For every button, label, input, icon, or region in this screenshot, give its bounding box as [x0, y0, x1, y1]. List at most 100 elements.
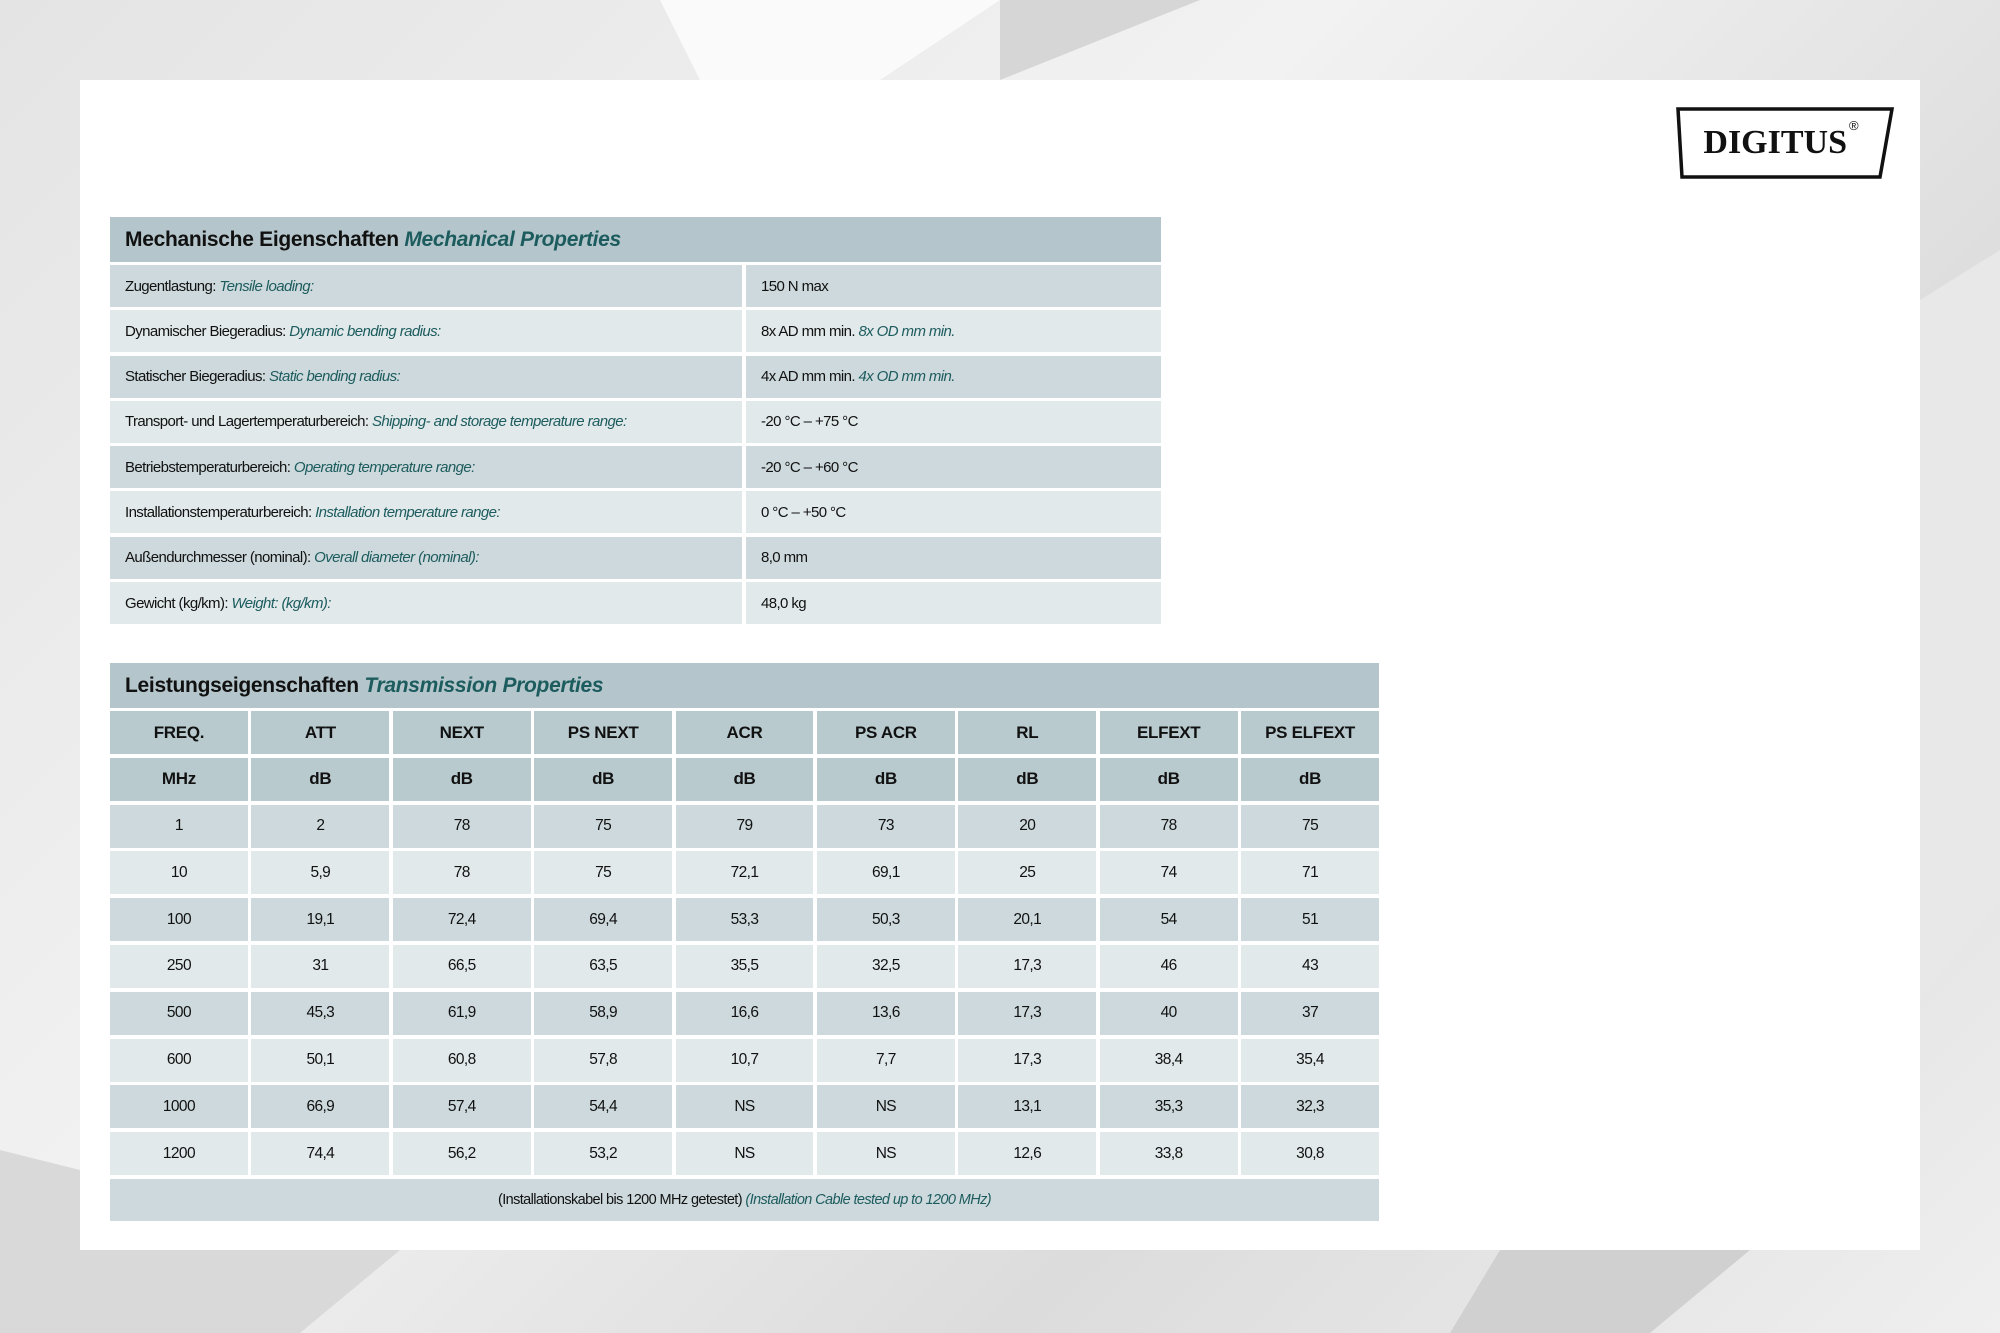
title-de: Leistungseigenschaften — [125, 673, 359, 697]
table-cell: 51 — [1241, 898, 1380, 942]
table-cell: 53,3 — [675, 898, 814, 942]
table-row: 1000 66,9 57,4 54,4 NS NS 13,1 35,3 32,3 — [110, 1085, 1380, 1129]
table-cell: 2 — [251, 804, 390, 848]
table-row: 100 19,1 72,4 69,4 53,3 50,3 20,1 54 51 — [110, 898, 1380, 942]
label-de: Betriebstemperaturbereich: — [125, 458, 291, 476]
table-cell: 38,4 — [1099, 1038, 1238, 1082]
property-label: Dynamischer Biegeradius: Dynamic bending… — [110, 310, 742, 353]
title-en: Transmission Properties — [364, 673, 604, 697]
table-cell: 71 — [1241, 851, 1380, 895]
column-header: ELFEXT — [1099, 711, 1238, 754]
table-cell: NS — [675, 1132, 814, 1176]
property-label: Statischer Biegeradius: Static bending r… — [110, 355, 742, 398]
table-cell: 63,5 — [534, 944, 673, 988]
table-cell: 75 — [1241, 804, 1380, 848]
table-cell: 53,2 — [534, 1132, 673, 1176]
table-row: Betriebstemperaturbereich: Operating tem… — [110, 446, 1161, 489]
column-header: PS ELFEXT — [1241, 711, 1380, 754]
table-cell: 74 — [1099, 851, 1238, 895]
column-header: PS ACR — [816, 711, 955, 754]
value-de: 0 °C – +50 °C — [761, 503, 846, 521]
label-en: Overall diameter (nominal): — [314, 549, 479, 567]
value-en: 4x OD mm min. — [858, 368, 955, 386]
value-de: 8x AD mm min. — [761, 322, 855, 340]
logo-text: DIGITUS — [1703, 124, 1847, 161]
table-cell: 58,9 — [534, 991, 673, 1035]
table-cell: 72,1 — [675, 851, 814, 895]
table-cell: 35,5 — [675, 944, 814, 988]
label-de: Außendurchmesser (nominal): — [125, 549, 311, 567]
unit-cell: dB — [958, 757, 1097, 801]
transmission-properties-table: Leistungseigenschaften Transmission Prop… — [110, 663, 1380, 1221]
table-cell: 66,5 — [392, 944, 531, 988]
table-footnote: (Installationskabel bis 1200 MHz geteste… — [110, 1178, 1379, 1221]
value-en: 8x OD mm min. — [858, 322, 955, 340]
table-cell: 20,1 — [958, 898, 1097, 942]
table-cell: 33,8 — [1099, 1132, 1238, 1176]
table-cell: 61,9 — [392, 991, 531, 1035]
table-row: Außendurchmesser (nominal): Overall diam… — [110, 536, 1161, 579]
value-de: 8,0 mm — [761, 549, 808, 567]
label-en: Operating temperature range: — [293, 458, 475, 476]
table-cell: 13,1 — [958, 1085, 1097, 1129]
property-label: Betriebstemperaturbereich: Operating tem… — [110, 446, 742, 489]
table-cell: 60,8 — [392, 1038, 531, 1082]
table-cell: 13,6 — [816, 991, 955, 1035]
table-row: 250 31 66,5 63,5 35,5 32,5 17,3 46 43 — [110, 944, 1380, 988]
table-cell: 32,3 — [1241, 1085, 1380, 1129]
table-cell: 30,8 — [1241, 1132, 1380, 1176]
table-cell: 73 — [816, 804, 955, 848]
table-cell: 75 — [534, 851, 673, 895]
table-cell: 600 — [110, 1038, 248, 1082]
table-row: Dynamischer Biegeradius: Dynamic bending… — [110, 310, 1161, 353]
table-cell: 74,4 — [251, 1132, 390, 1176]
column-header: FREQ. — [110, 711, 248, 754]
table-cell: 56,2 — [392, 1132, 531, 1176]
table-cell: 12,6 — [958, 1132, 1097, 1176]
registered-mark: ® — [1849, 118, 1859, 133]
table-row: Installationstemperaturbereich: Installa… — [110, 491, 1161, 534]
label-de: Installationstemperaturbereich: — [125, 503, 312, 521]
table-row: 1200 74,4 56,2 53,2 NS NS 12,6 33,8 30,8 — [110, 1132, 1380, 1176]
table-cell: 50,3 — [816, 898, 955, 942]
property-label: Zugentlastung: Tensile loading: — [110, 265, 742, 307]
table-cell: NS — [675, 1085, 814, 1129]
digitus-logo: DIGITUS ® — [1676, 107, 1896, 179]
label-en: Installation temperature range: — [315, 503, 500, 521]
property-label: Außendurchmesser (nominal): Overall diam… — [110, 536, 742, 579]
table-cell: 40 — [1099, 991, 1238, 1035]
label-de: Zugentlastung: — [125, 277, 216, 295]
table-cell: 78 — [392, 851, 531, 895]
label-de: Statischer Biegeradius: — [125, 368, 266, 386]
table-cell: 100 — [110, 898, 248, 942]
label-de: Dynamischer Biegeradius: — [125, 322, 286, 340]
table-cell: 20 — [958, 804, 1097, 848]
table-row: 500 45,3 61,9 58,9 16,6 13,6 17,3 40 37 — [110, 991, 1380, 1035]
table-cell: 19,1 — [251, 898, 390, 942]
table-cell: 32,5 — [816, 944, 955, 988]
property-value: 8x AD mm min. 8x OD mm min. — [746, 310, 1161, 353]
unit-cell: dB — [251, 757, 390, 801]
table-cell: 66,9 — [251, 1085, 390, 1129]
label-en: Tensile loading: — [219, 277, 314, 295]
property-label: Gewicht (kg/km): Weight: (kg/km): — [110, 582, 742, 625]
table-cell: 10 — [110, 851, 248, 895]
table-cell: 69,1 — [816, 851, 955, 895]
table-cell: NS — [816, 1085, 955, 1129]
table-cell: 17,3 — [958, 1038, 1097, 1082]
table-cell: 5,9 — [251, 851, 390, 895]
table-cell: 17,3 — [958, 991, 1097, 1035]
property-value: -20 °C – +60 °C — [746, 446, 1161, 489]
table-cell: 54 — [1099, 898, 1238, 942]
table-cell: 25 — [958, 851, 1097, 895]
table-cell: 72,4 — [392, 898, 531, 942]
unit-cell: dB — [1099, 757, 1238, 801]
table-cell: 57,4 — [392, 1085, 531, 1129]
table-cell: 31 — [251, 944, 390, 988]
table-cell: 54,4 — [534, 1085, 673, 1129]
table-cell: 10,7 — [675, 1038, 814, 1082]
table-cell: 57,8 — [534, 1038, 673, 1082]
column-header: RL — [958, 711, 1097, 754]
table-row: 600 50,1 60,8 57,8 10,7 7,7 17,3 38,4 35,4 — [110, 1038, 1380, 1082]
footnote-de: (Installationskabel bis 1200 MHz geteste… — [497, 1191, 743, 1208]
